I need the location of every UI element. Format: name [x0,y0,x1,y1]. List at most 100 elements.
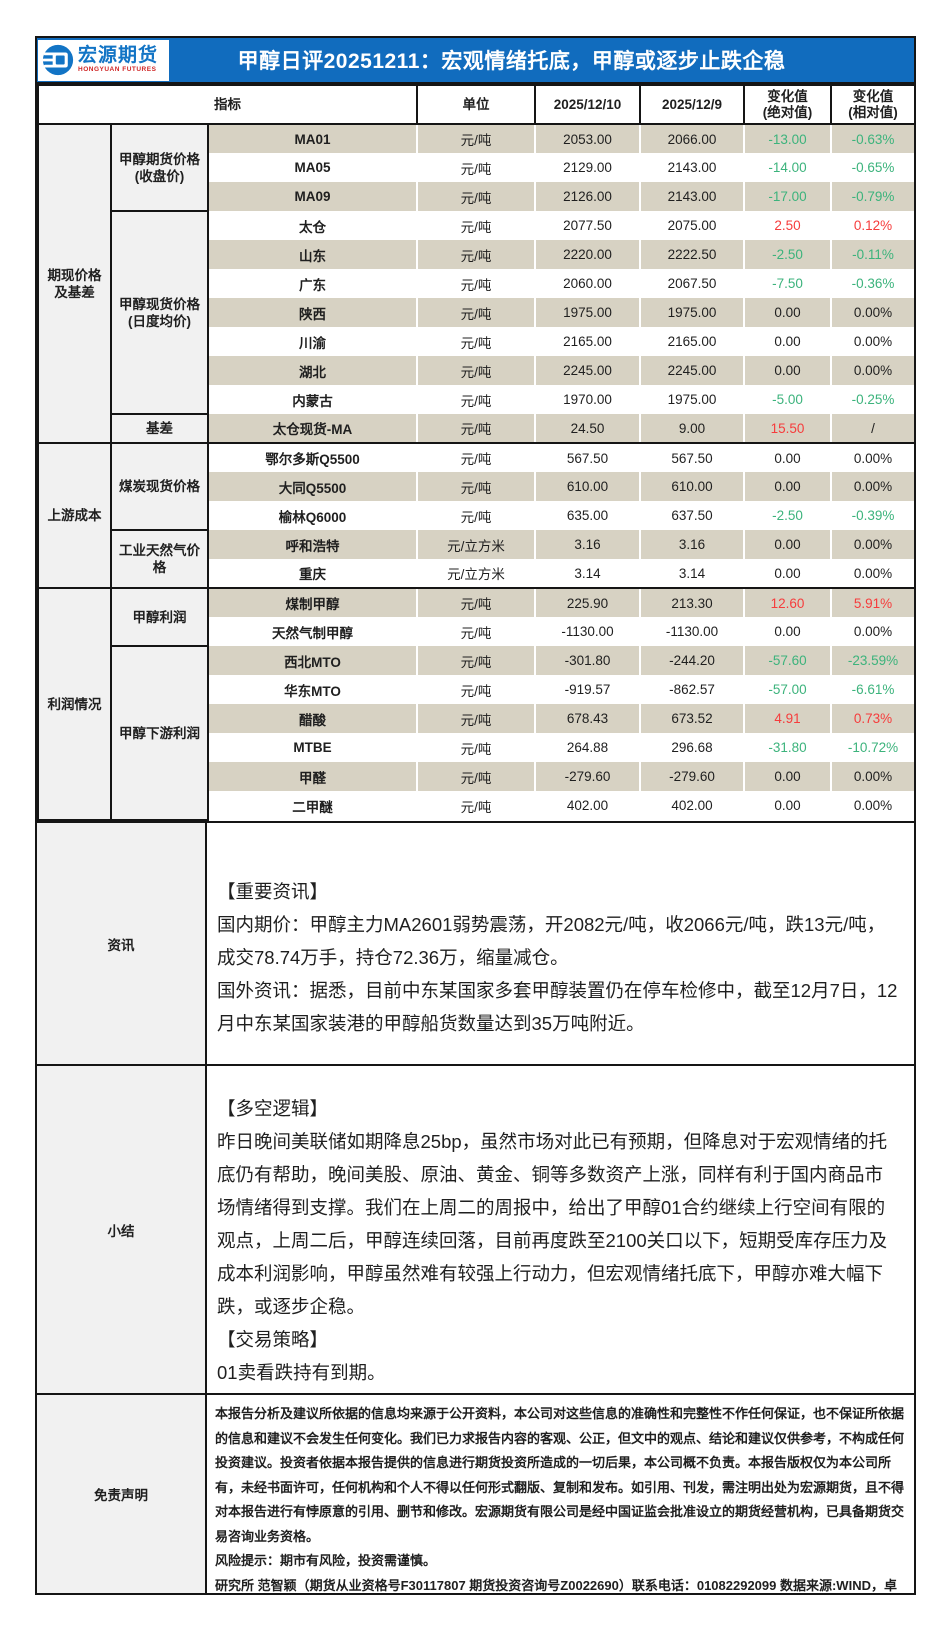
value-cell: 673.52 [640,704,746,733]
value-cell: -279.60 [535,762,642,791]
table-row: 甲醇现货价格(日度均价) 太仓 元/吨 2077.50 2075.00 2.50… [38,210,914,415]
title-bar: 宏源期货 HONGYUAN FUTURES 甲醇日评20251211：宏观情绪托… [37,38,914,84]
row-subgroup-label: 甲醇利润 [110,587,209,647]
table-row: 甲醛 元/吨 -279.60 -279.60 0.00 0.00% [38,762,915,791]
table-row: 甲醇下游利润 西北MTO 元/吨 -301.80 -244.20 -57.60 … [38,645,915,821]
row-group-label: 利润情况 [37,587,112,821]
change-rel-cell: 0.12% [853,218,893,233]
unit-cell: 元/吨 [417,211,537,240]
indicator-cell: MTBE [208,733,419,762]
change-rel-cell: 0.00% [831,356,915,385]
summary-heading: 【交易策略】 [217,1329,329,1350]
summary-section-label: 小结 [37,1066,207,1393]
table-row: 内蒙古 元/吨 1970.00 1975.00 -5.00 -0.25% [38,385,914,414]
change-abs-cell: -13.00 [744,124,833,153]
unit-cell: 元/吨 [417,124,537,153]
indicator-cell: MA05 [208,153,419,182]
value-cell: 567.50 [640,443,746,472]
value-cell: 610.00 [535,472,642,501]
unit-cell: 元/吨 [417,443,537,472]
table-row: 榆林Q6000 元/吨 635.00 637.50 -2.50 -0.39% [38,501,914,530]
globe-icon [42,44,74,76]
table-row: MA09 元/吨 2126.00 2143.00 -17.00 -0.79% [38,182,915,211]
unit-cell: 元/立方米 [417,559,537,589]
indicator-cell: 大同Q5500 [208,472,419,501]
table-row: 重庆 元/立方米 3.14 3.14 0.00 0.00% [38,559,915,589]
change-rel-cell: -6.61% [851,682,895,697]
value-cell: 2060.00 [535,269,642,298]
value-cell: 2129.00 [535,153,642,182]
change-abs-cell: -57.00 [744,675,833,704]
value-cell: 3.14 [535,559,642,589]
table-row: 利润情况 甲醇利润 煤制甲醇 元/吨 225.90 213.30 12.60 5… [37,587,915,821]
row-group-label: 上游成本 [37,442,112,589]
summary-paragraph: 昨日晚间美联储如期降息25bp，虽然市场对此已有预期，但降息对于宏观情绪的托底仍… [217,1131,888,1317]
change-abs-cell: 0.00 [744,617,833,646]
logo-text: 宏源期货 HONGYUAN FUTURES [78,46,158,74]
row-subgroup-label: 工业天然气价格 [110,529,209,589]
change-rel-cell: 0.00% [853,624,893,639]
table-row: 山东 元/吨 2220.00 2222.50 -2.50 -0.11% [38,240,915,269]
value-cell: -244.20 [640,646,746,675]
indicator-cell: 西北MTO [208,646,419,675]
value-cell: 1970.00 [535,385,642,414]
value-cell: 1975.00 [640,298,746,327]
change-rel-cell: -0.25% [851,392,895,407]
table-row: 大同Q5500 元/吨 610.00 610.00 0.00 0.00% [38,472,915,501]
indicator-cell: 醋酸 [208,704,419,733]
indicator-cell: 呼和浩特 [208,530,419,559]
indicator-cell: 湖北 [208,356,419,385]
value-cell: 1975.00 [535,298,642,327]
col-header-date2: 2025/12/9 [639,84,746,125]
unit-cell: 元/吨 [417,501,537,530]
news-section-label: 资讯 [37,823,207,1064]
value-cell: 2126.00 [535,182,642,211]
news-paragraph: 国内期价：甲醇主力MA2601弱势震荡，开2082元/吨，收2066元/吨，跌1… [217,914,886,968]
value-cell: -1130.00 [535,617,642,646]
table-row: 华东MTO 元/吨 -919.57 -862.57 -57.00 -6.61% [38,675,914,704]
unit-cell: 元/吨 [417,182,537,211]
change-abs-cell: 2.50 [744,211,833,240]
unit-cell: 元/立方米 [417,530,537,559]
table-row: 工业天然气价格 呼和浩特 元/立方米 3.16 3.16 0.00 0.00% [38,529,915,589]
unit-cell: 元/吨 [417,240,537,269]
change-rel-cell: 0.00% [831,472,915,501]
table-row: 天然气制甲醇 元/吨 -1130.00 -1130.00 0.00 0.00% [38,617,914,646]
disclaimer-section-label: 免责声明 [37,1395,207,1593]
unit-cell: 元/吨 [417,733,537,762]
summary-section: 小结 【多空逻辑】 昨日晚间美联储如期降息25bp，虽然市场对此已有预期，但降息… [37,1064,914,1393]
table-row: 广东 元/吨 2060.00 2067.50 -7.50 -0.36% [38,269,914,298]
value-cell: 2222.50 [640,240,746,269]
change-abs-cell: -7.50 [744,269,833,298]
change-rel-cell: -0.65% [851,160,895,175]
value-cell: 2143.00 [640,153,746,182]
summary-paragraph: 01卖看跌持有到期。 [217,1362,386,1383]
indicator-cell: 天然气制甲醇 [208,617,419,646]
logo-en-name: HONGYUAN FUTURES [78,66,157,73]
change-rel-cell: -0.63% [831,124,915,153]
change-rel-cell: -0.11% [831,240,915,269]
report-title: 甲醇日评20251211：宏观情绪托底，甲醇或逐步止跌企稳 [237,50,786,73]
value-cell: 264.88 [535,733,642,762]
value-cell: 225.90 [535,588,642,617]
unit-cell: 元/吨 [417,385,537,414]
value-cell: 3.16 [640,530,746,559]
disclaimer-risk-note: 风险提示：期市有风险，投资需谨慎。 [215,1553,437,1568]
indicator-cell: 陕西 [208,298,419,327]
value-cell: 3.16 [535,530,642,559]
change-abs-cell: -5.00 [744,385,833,414]
change-abs-cell: -14.00 [744,153,833,182]
unit-cell: 元/吨 [417,298,537,327]
unit-cell: 元/吨 [417,762,537,791]
change-rel-cell: -10.72% [847,740,899,755]
table-row: 湖北 元/吨 2245.00 2245.00 0.00 0.00% [38,356,915,385]
value-cell: 9.00 [640,414,746,444]
table-row: 二甲醚 元/吨 402.00 402.00 0.00 0.00% [38,791,914,820]
table-row: 醋酸 元/吨 678.43 673.52 4.91 0.73% [38,704,915,733]
disclaimer-analyst-info: 研究所 范智颖（期货从业资格号F30117807 期货投资咨询号Z0022690… [215,1577,897,1593]
value-cell: 213.30 [640,588,746,617]
change-rel-cell: 0.00% [853,798,893,813]
change-abs-cell: 0.00 [744,791,833,820]
table-row: 基差 太仓现货-MA 元/吨 24.50 9.00 15.50 / [38,413,915,444]
indicator-cell: 广东 [208,269,419,298]
